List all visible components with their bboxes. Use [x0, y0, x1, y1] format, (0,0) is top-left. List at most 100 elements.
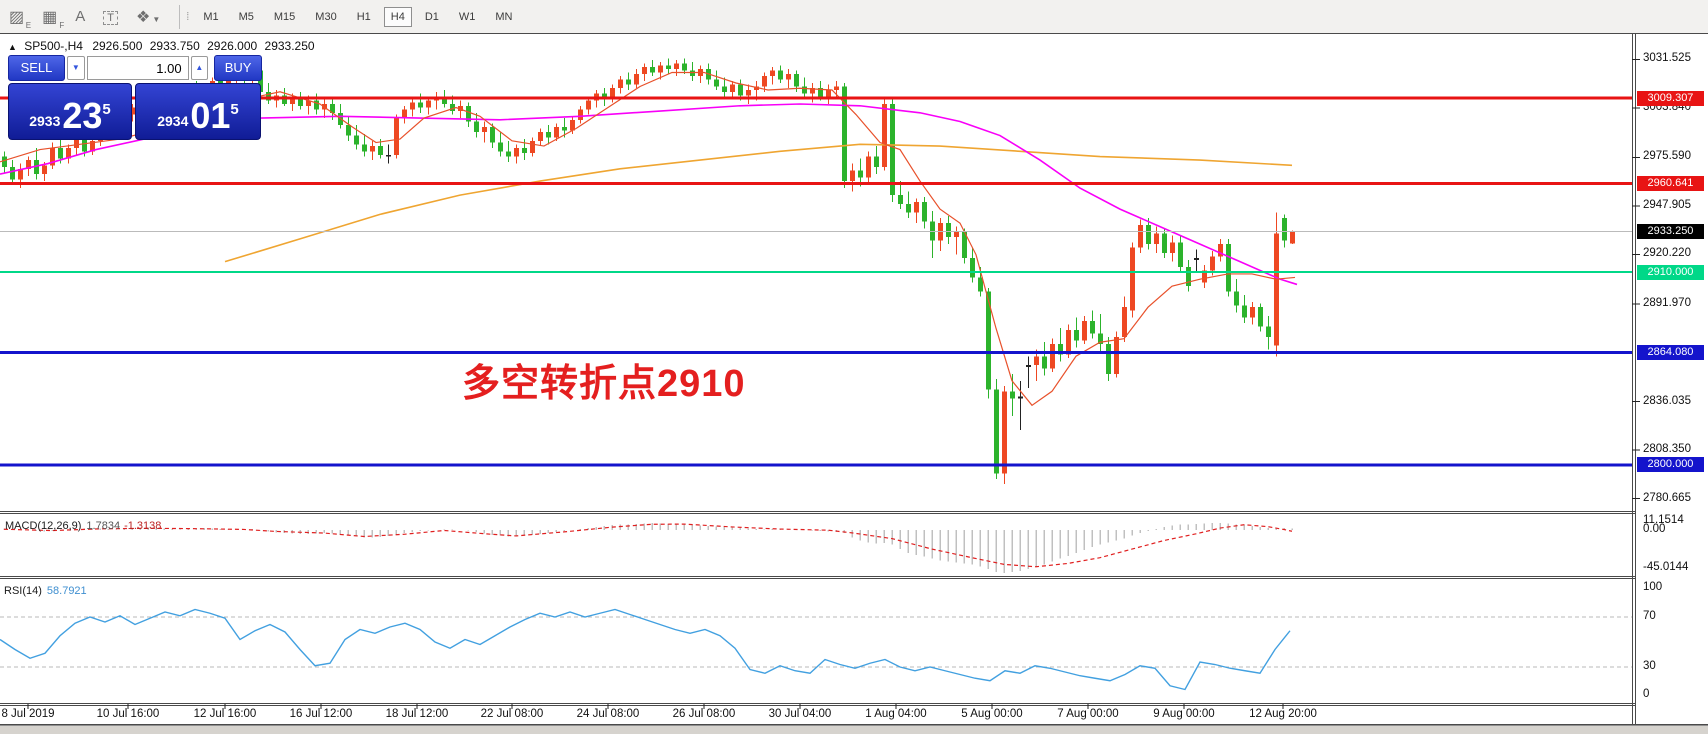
- tab-timeframe-m1[interactable]: M1: [203, 10, 219, 23]
- volume-increase-button[interactable]: ▲: [190, 56, 209, 80]
- buy-button[interactable]: BUY: [214, 55, 262, 81]
- candle-body: [546, 132, 551, 138]
- candle-body: [362, 144, 367, 152]
- candle-body: [922, 202, 927, 222]
- price-tick-label: 2808.350: [1643, 443, 1691, 456]
- candle-body: [1226, 244, 1231, 292]
- symbol-arrow-icon: ▲: [8, 42, 17, 52]
- tab-timeframe-h4[interactable]: H4: [383, 6, 412, 27]
- tab-timeframe-m5[interactable]: M5: [238, 10, 254, 23]
- tab-timeframe-w1[interactable]: W1: [458, 10, 476, 23]
- candle-body: [266, 91, 271, 101]
- candle-body: [946, 223, 951, 238]
- candle-body: [82, 139, 87, 152]
- candle-body: [738, 84, 743, 96]
- candle-body: [402, 109, 407, 119]
- rsi-indicator-label: RSI(14) 58.7921: [4, 585, 87, 597]
- candle-body: [226, 77, 231, 85]
- arrows-style-icon[interactable]: ❖ ▼: [136, 8, 161, 26]
- candle-body: [2, 156, 7, 168]
- candle-body: [1218, 244, 1223, 257]
- price-tick-label: 2836.035: [1643, 394, 1691, 407]
- toolbar: ▨ E ▦ F A T ❖ ▼ ⁞ M1 M5 M15 M30 H1 H4 D1 W1…: [0, 0, 1708, 34]
- candle-body: [570, 119, 575, 131]
- candle-body: [1138, 224, 1143, 248]
- candle-body: [1210, 256, 1215, 271]
- candle-body: [890, 104, 895, 196]
- candle-body: [354, 135, 359, 145]
- candle-body: [290, 98, 295, 105]
- candle-body: [1274, 233, 1279, 346]
- bid-price-small: 2933: [29, 113, 61, 129]
- candle-body: [826, 89, 831, 98]
- candle-body: [306, 100, 311, 106]
- volume-decrease-button[interactable]: ▼: [67, 56, 85, 80]
- bid-quote-button[interactable]: 2933 23 5: [8, 83, 132, 140]
- tab-timeframe-m30[interactable]: M30: [315, 10, 337, 23]
- candle-body: [442, 97, 447, 105]
- chart-annotation-text: 多空转折点2910: [462, 363, 746, 405]
- candle-body: [418, 102, 423, 108]
- price-tick-label: 2920.220: [1643, 247, 1691, 260]
- candle-body: [1066, 329, 1071, 355]
- candle-body: [850, 170, 855, 182]
- rsi-axis-70: 70: [1643, 610, 1656, 622]
- price-badge: 2910.000: [1637, 264, 1704, 280]
- candle-body: [658, 65, 663, 73]
- candle-body: [514, 147, 519, 157]
- text-label-icon[interactable]: A: [75, 8, 86, 25]
- candle-body: [1154, 233, 1159, 245]
- rsi-line: [0, 608, 1291, 691]
- candle-body: [298, 98, 303, 106]
- candle-body: [26, 160, 31, 169]
- candle-body: [1114, 336, 1119, 374]
- hatch-pattern-icon[interactable]: ▨ E: [9, 8, 32, 30]
- candle-body: [858, 170, 863, 178]
- candle-body: [1290, 231, 1295, 244]
- candle-body: [1018, 396, 1023, 399]
- time-tick-label: 30 Jul 04:00: [768, 708, 832, 720]
- volume-input[interactable]: [86, 56, 189, 80]
- tab-timeframe-h1[interactable]: H1: [356, 10, 371, 23]
- time-tick-label: 5 Aug 00:00: [961, 708, 1023, 720]
- candle-body: [90, 140, 95, 152]
- rsi-axis-100: 100: [1643, 581, 1663, 593]
- candle-body: [466, 105, 471, 122]
- candle-body: [746, 89, 751, 96]
- tab-timeframe-mn[interactable]: MN: [495, 10, 513, 23]
- candle-body: [218, 81, 223, 85]
- candle-body: [874, 156, 879, 168]
- candle-body: [394, 118, 399, 155]
- candle-body: [898, 195, 903, 204]
- candle-body: [66, 147, 71, 159]
- ohlc-low: 2926.000: [207, 39, 258, 53]
- time-tick-label: 12 Jul 16:00: [193, 708, 257, 720]
- candle-body: [786, 74, 791, 80]
- ask-quote-button[interactable]: 2934 01 5: [135, 83, 261, 140]
- tab-timeframe-d1[interactable]: D1: [424, 10, 439, 23]
- sell-button[interactable]: SELL: [8, 55, 65, 81]
- text-box-icon[interactable]: T: [103, 8, 118, 26]
- candle-body: [986, 291, 991, 390]
- ohlc-close: 2933.250: [264, 39, 315, 53]
- candle-body: [1090, 321, 1095, 334]
- time-tick-label: 18 Jul 12:00: [385, 708, 449, 720]
- candle-body: [914, 202, 919, 213]
- candle-body: [834, 86, 839, 90]
- candle-body: [1202, 270, 1207, 283]
- candle-body: [794, 74, 799, 87]
- candle-body: [634, 74, 639, 85]
- price-tick-label: 3031.525: [1643, 52, 1691, 65]
- tab-timeframe-m15[interactable]: M15: [273, 10, 296, 23]
- candle-body: [562, 126, 567, 131]
- candle-body: [1282, 217, 1287, 241]
- time-tick-label: 7 Aug 00:00: [1057, 708, 1119, 720]
- time-tick-label: 8 Jul 2019: [1, 708, 55, 720]
- candle-body: [818, 88, 823, 98]
- candle-body: [842, 86, 847, 182]
- candle-body: [730, 84, 735, 92]
- macd-main-value: 1.7834: [86, 520, 121, 532]
- grid-pattern-icon[interactable]: ▦ F: [42, 8, 65, 30]
